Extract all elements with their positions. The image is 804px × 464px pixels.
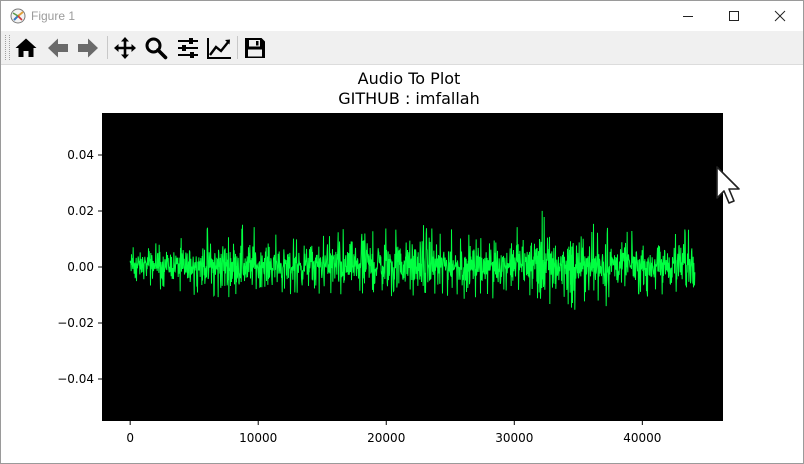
home-icon [15, 38, 37, 57]
chart-subtitle: GITHUB : imfallah [338, 89, 480, 108]
x-tick-label: 20000 [367, 431, 405, 445]
x-tick-label: 30000 [495, 431, 533, 445]
home-button[interactable] [12, 34, 40, 62]
search-icon [145, 37, 168, 60]
arrow-right-icon [78, 38, 98, 58]
x-tick-labels: 0 10000 20000 30000 40000 [126, 431, 661, 445]
forward-button[interactable] [74, 34, 102, 62]
x-tick-label: 0 [126, 431, 134, 445]
sliders-icon [178, 38, 198, 58]
arrow-left-icon [48, 38, 68, 58]
floppy-disk-icon [245, 38, 265, 58]
plot-area[interactable]: 0.04 0.02 0.00 −0.02 −0.04 0 10000 20000 30000 4… [1, 65, 803, 463]
toolbar-grip[interactable] [5, 35, 10, 60]
toolbar-separator [237, 36, 238, 59]
save-button[interactable] [241, 34, 269, 62]
y-tick-label: −0.04 [57, 372, 94, 386]
edit-axis-button[interactable] [205, 34, 233, 62]
y-tick-label: 0.02 [67, 204, 94, 218]
maximize-icon [729, 11, 739, 21]
chart-line-icon [207, 38, 231, 59]
window-title: Figure 1 [31, 9, 76, 23]
chart-title: Audio To Plot [357, 69, 461, 88]
toolbar-separator [107, 36, 108, 59]
x-tick-label: 10000 [239, 431, 277, 445]
mouse-pointer-icon [716, 166, 740, 204]
maximize-button[interactable] [711, 1, 757, 31]
y-tick-labels: 0.04 0.02 0.00 −0.02 −0.04 [57, 148, 94, 386]
audio-waveform-series [129, 210, 696, 310]
title-bar[interactable]: Figure 1 [1, 1, 803, 31]
subplots-button[interactable] [174, 34, 202, 62]
y-tick-label: 0.00 [67, 260, 94, 274]
minimize-icon [683, 16, 693, 17]
move-icon [114, 37, 136, 59]
back-button[interactable] [44, 34, 72, 62]
pan-button[interactable] [111, 34, 139, 62]
zoom-button[interactable] [142, 34, 170, 62]
matplotlib-icon [10, 8, 26, 24]
minimize-button[interactable] [665, 1, 711, 31]
close-icon [774, 10, 786, 22]
axis-ticks [98, 154, 643, 425]
y-tick-label: 0.04 [67, 148, 94, 162]
figure-canvas[interactable]: Audio To Plot GITHUB : imfallah 0.04 0.02… [1, 65, 803, 463]
y-tick-label: −0.02 [57, 316, 94, 330]
close-button[interactable] [757, 1, 803, 31]
navigation-toolbar [1, 31, 803, 65]
x-tick-label: 40000 [623, 431, 661, 445]
